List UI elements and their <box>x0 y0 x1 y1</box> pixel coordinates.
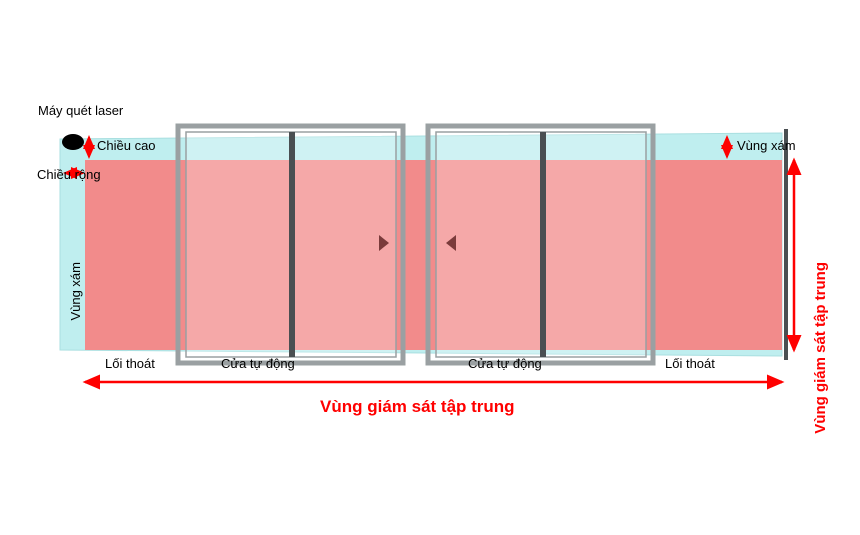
label-monitoring-zone-v: Vùng giám sát tập trung <box>812 262 829 434</box>
label-monitoring-zone-h: Vùng giám sát tập trung <box>320 397 515 417</box>
diagram-stage: Máy quét laser Chiều cao Chiều rộng Vùng… <box>0 0 860 535</box>
label-auto-door-left: Cửa tự động <box>221 356 295 371</box>
label-grey-zone-left: Vùng xám <box>68 262 83 321</box>
label-grey-zone-right: Vùng xám <box>737 138 796 153</box>
auto-door-left <box>178 126 403 363</box>
label-exit-right: Lối thoát <box>665 356 715 371</box>
label-exit-left: Lối thoát <box>105 356 155 371</box>
label-auto-door-right: Cửa tự động <box>468 356 542 371</box>
diagram-svg <box>0 0 860 535</box>
label-width: Chiều rộng <box>37 167 101 182</box>
label-height: Chiều cao <box>97 138 156 153</box>
laser-scanner-icon <box>62 134 84 150</box>
auto-door-right <box>428 126 653 363</box>
label-scanner: Máy quét laser <box>38 103 123 118</box>
